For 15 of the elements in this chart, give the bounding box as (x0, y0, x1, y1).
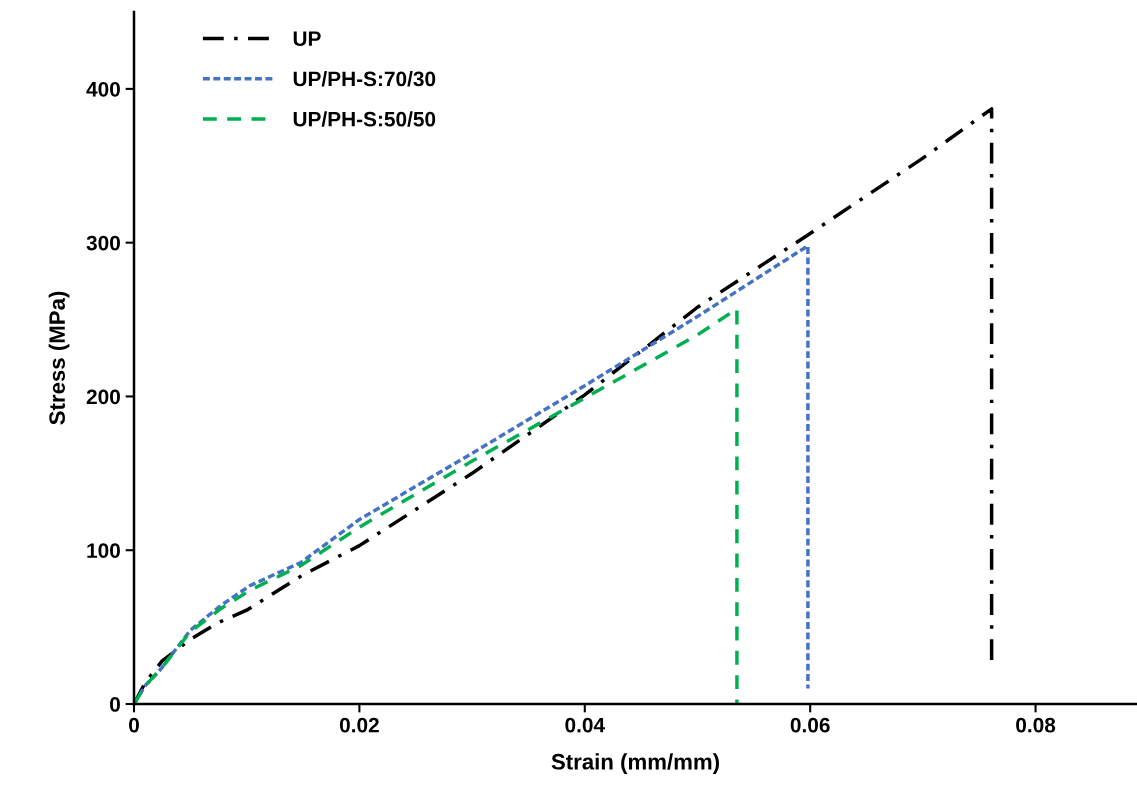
y-axis-title: Stress (MPa) (48, 291, 70, 425)
y-tick-label: 200 (86, 389, 120, 405)
x-axis-title: Strain (mm/mm) (551, 753, 719, 774)
x-tick-label: 0.04 (565, 717, 605, 733)
y-tick-label: 300 (86, 235, 120, 251)
x-tick-label: 0 (129, 717, 139, 733)
legend-label: UP/PH-S:70/30 (293, 71, 436, 87)
y-tick-label: 0 (110, 697, 120, 712)
y-tick-label: 100 (87, 543, 120, 558)
y-tick-label: 400 (86, 81, 120, 97)
legend-label: UP (293, 31, 321, 47)
legend-label: UP/PH-S:50/50 (293, 111, 436, 127)
x-tick-label: 0.08 (1016, 717, 1056, 733)
x-tick-label: 0.02 (339, 717, 379, 733)
x-tick-label: 0.06 (790, 717, 830, 733)
